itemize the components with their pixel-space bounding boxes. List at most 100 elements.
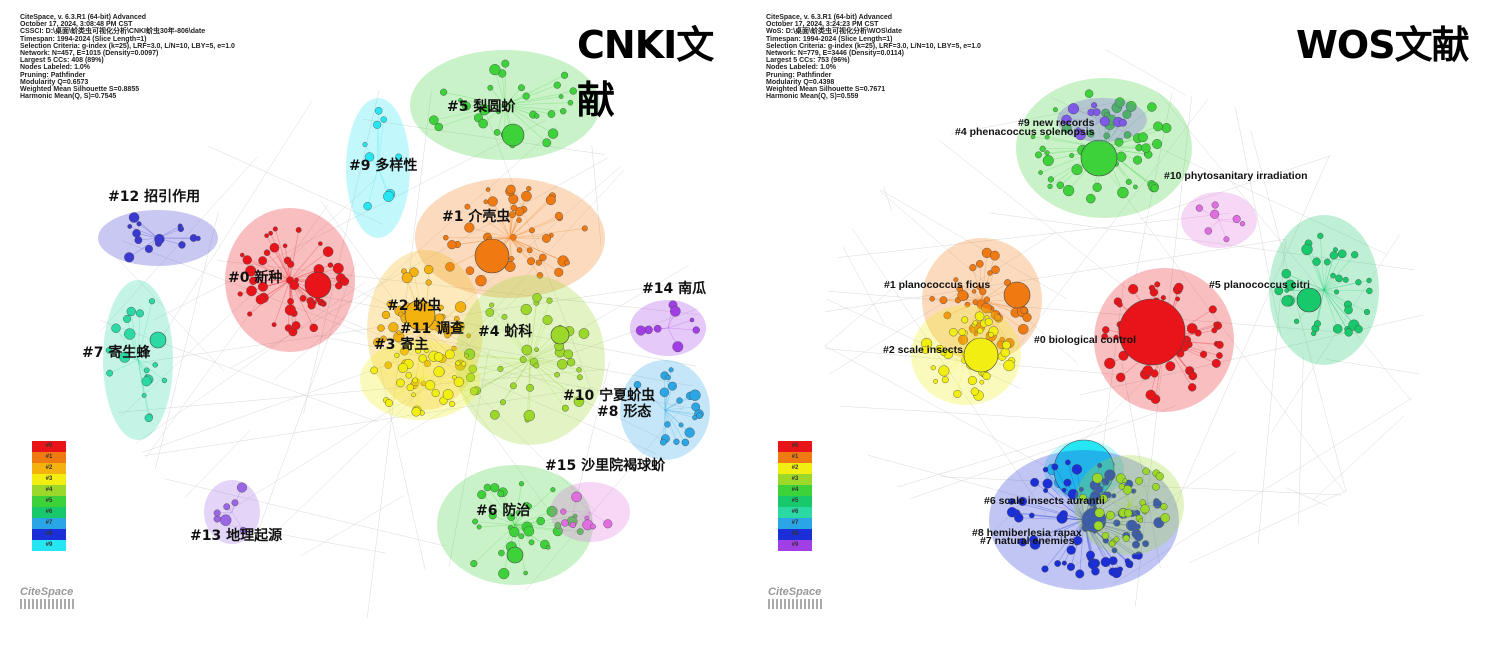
- network-node: [400, 346, 409, 356]
- network-node: [518, 481, 525, 487]
- network-node: [161, 377, 168, 384]
- network-node: [1152, 483, 1160, 491]
- network-edge: [529, 297, 538, 361]
- network-node: [545, 195, 556, 206]
- network-edge: [424, 329, 455, 349]
- network-node: [478, 104, 490, 116]
- network-node: [567, 99, 574, 106]
- network-node: [569, 87, 577, 95]
- network-node: [433, 352, 444, 362]
- network-node: [1239, 221, 1246, 227]
- network-edge: [487, 487, 516, 526]
- network-node: [466, 372, 476, 382]
- network-node: [258, 256, 268, 266]
- network-node: [269, 242, 280, 253]
- network-node: [1323, 258, 1331, 266]
- network-node: [1099, 116, 1110, 127]
- network-node: [1354, 325, 1363, 334]
- network-edge: [424, 325, 446, 331]
- background-edge: [448, 350, 489, 567]
- network-edge: [664, 377, 669, 411]
- network-node: [1210, 209, 1220, 219]
- network-node: [406, 383, 414, 392]
- background-edge: [308, 293, 697, 367]
- network-node: [964, 301, 971, 308]
- network-edge: [664, 409, 700, 416]
- network-node: [434, 122, 443, 132]
- network-node: [106, 369, 113, 377]
- network-node: [983, 296, 990, 303]
- network-node: [1123, 131, 1132, 139]
- network-node: [1017, 496, 1028, 506]
- network-node: [1344, 328, 1353, 337]
- network-node: [327, 262, 334, 268]
- network-node: [1134, 531, 1144, 542]
- network-node: [1061, 487, 1067, 493]
- network-node: [1355, 279, 1362, 286]
- network-edge: [664, 409, 677, 442]
- network-node: [1113, 519, 1121, 527]
- network-node: [1014, 513, 1024, 523]
- network-node: [1366, 287, 1373, 295]
- network-node: [560, 108, 567, 115]
- network-edge: [1099, 504, 1130, 514]
- network-edge: [478, 104, 506, 119]
- cluster-label-2: #2 蚧虫: [387, 298, 442, 314]
- network-node: [220, 514, 232, 526]
- network-edge: [1323, 289, 1368, 313]
- network-edge: [383, 329, 426, 340]
- network-edge: [972, 267, 983, 301]
- legend-cell-9: #9: [32, 540, 66, 551]
- hub-node-5: [501, 123, 525, 147]
- network-edge: [424, 329, 461, 366]
- background-edge: [940, 476, 1342, 496]
- network-node: [464, 222, 475, 233]
- network-node: [510, 382, 517, 390]
- network-node: [1044, 150, 1050, 156]
- network-node: [401, 272, 413, 284]
- cluster-label-5: #5 planococcus citri: [1209, 279, 1310, 291]
- network-node: [528, 227, 535, 234]
- network-node: [678, 422, 684, 428]
- network-node: [477, 490, 487, 500]
- network-edge: [467, 206, 511, 239]
- network-node: [442, 322, 449, 329]
- network-node: [1188, 371, 1198, 381]
- background-edge: [1298, 356, 1304, 526]
- background-edge: [1105, 49, 1186, 96]
- network-edge: [476, 359, 531, 391]
- network-edge: [945, 354, 967, 380]
- network-edge: [137, 359, 150, 417]
- network-node: [1061, 114, 1072, 126]
- network-edge: [947, 299, 983, 316]
- cluster-label-14: #14 南瓜: [642, 281, 707, 297]
- network-edge: [419, 379, 453, 405]
- network-edge: [1088, 93, 1105, 149]
- network-node: [633, 381, 642, 389]
- network-node: [993, 313, 1002, 321]
- network-node: [564, 259, 570, 266]
- network-edge: [504, 104, 554, 134]
- network-edge: [664, 409, 686, 443]
- network-node: [1078, 486, 1084, 492]
- network-node: [464, 353, 470, 359]
- network-node: [1114, 97, 1125, 108]
- cluster-hull-9: [346, 98, 410, 238]
- network-edge: [1323, 289, 1355, 326]
- citespace-logo: CiteSpace: [768, 586, 824, 609]
- network-edge: [1323, 289, 1370, 292]
- network-edge: [405, 329, 426, 365]
- network-node: [1101, 333, 1108, 340]
- network-node: [1216, 352, 1223, 359]
- background-edge: [1235, 107, 1282, 339]
- network-node: [969, 264, 977, 272]
- network-edge: [1323, 289, 1348, 330]
- network-edge: [1103, 102, 1121, 149]
- hub-node-2: [963, 337, 999, 373]
- network-edge: [1218, 219, 1227, 240]
- network-node: [1041, 565, 1049, 573]
- network-edge: [492, 201, 511, 239]
- background-edge: [121, 240, 366, 335]
- network-node: [590, 523, 596, 530]
- network-node: [1124, 509, 1133, 518]
